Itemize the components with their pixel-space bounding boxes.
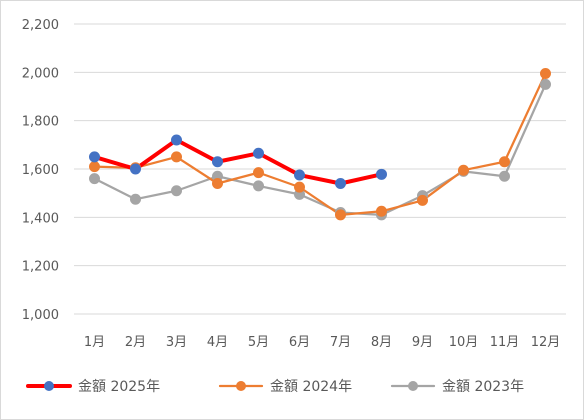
- y-tick-label: 1,400: [22, 211, 59, 226]
- series-markers: [89, 68, 551, 221]
- data-point: [89, 173, 100, 185]
- legend: 金額 2025年 金額 2024年 金額 2023年: [26, 379, 524, 395]
- series-line: [93, 72, 547, 217]
- data-point: [130, 193, 141, 205]
- x-tick-label: 7月: [330, 335, 351, 350]
- x-tick-label: 2月: [125, 335, 146, 350]
- data-point: [253, 167, 264, 179]
- x-tick-label: 5月: [248, 335, 269, 350]
- data-point: [171, 134, 182, 146]
- series-line: [92, 138, 384, 186]
- data-point: [417, 194, 428, 206]
- x-tick-label: 8月: [371, 335, 392, 350]
- legend-marker: [236, 381, 246, 391]
- data-point: [212, 178, 223, 189]
- legend-label: 金額 2024年: [270, 379, 352, 395]
- data-point: [171, 185, 182, 197]
- x-axis-labels: 1月 2月 3月 4月 5月 6月 7月 8月 9月 10月 11月 12月: [84, 335, 560, 350]
- data-point: [171, 151, 182, 163]
- data-point: [335, 209, 346, 221]
- x-tick-label: 3月: [166, 335, 187, 350]
- data-point: [540, 68, 551, 80]
- data-point: [89, 151, 100, 163]
- data-point: [253, 180, 264, 192]
- x-tick-label: 11月: [490, 335, 520, 350]
- data-point: [212, 156, 223, 168]
- data-point: [376, 205, 387, 217]
- legend-marker: [44, 381, 54, 391]
- series-line: [93, 83, 547, 217]
- data-point: [540, 78, 551, 90]
- y-tick-label: 1,200: [22, 260, 59, 275]
- x-tick-label: 1月: [84, 335, 105, 350]
- gridlines: [74, 23, 566, 315]
- x-tick-label: 6月: [289, 335, 310, 350]
- x-tick-label: 10月: [449, 335, 479, 350]
- series-lines: [92, 72, 547, 217]
- y-tick-label: 1,600: [22, 163, 59, 178]
- legend-label: 金額 2023年: [442, 379, 524, 395]
- y-axis-labels: 1,000 1,200 1,400 1,600 1,800 2,000 2,200: [22, 18, 59, 323]
- data-point: [499, 156, 510, 168]
- x-tick-label: 12月: [531, 335, 561, 350]
- y-tick-label: 1,800: [22, 115, 59, 130]
- data-point: [89, 161, 100, 173]
- data-point: [294, 169, 305, 181]
- data-point: [294, 181, 305, 193]
- data-point: [499, 170, 510, 182]
- legend-label: 金額 2025年: [78, 379, 160, 395]
- y-tick-label: 1,000: [22, 308, 59, 323]
- data-point: [253, 147, 264, 159]
- data-point: [376, 168, 387, 180]
- x-tick-label: 9月: [412, 335, 433, 350]
- data-point: [130, 163, 141, 175]
- x-tick-label: 4月: [207, 335, 228, 350]
- y-tick-label: 2,200: [22, 18, 59, 33]
- data-point: [458, 164, 469, 176]
- y-tick-label: 2,000: [22, 66, 59, 81]
- data-point: [335, 178, 346, 189]
- legend-marker: [408, 381, 418, 391]
